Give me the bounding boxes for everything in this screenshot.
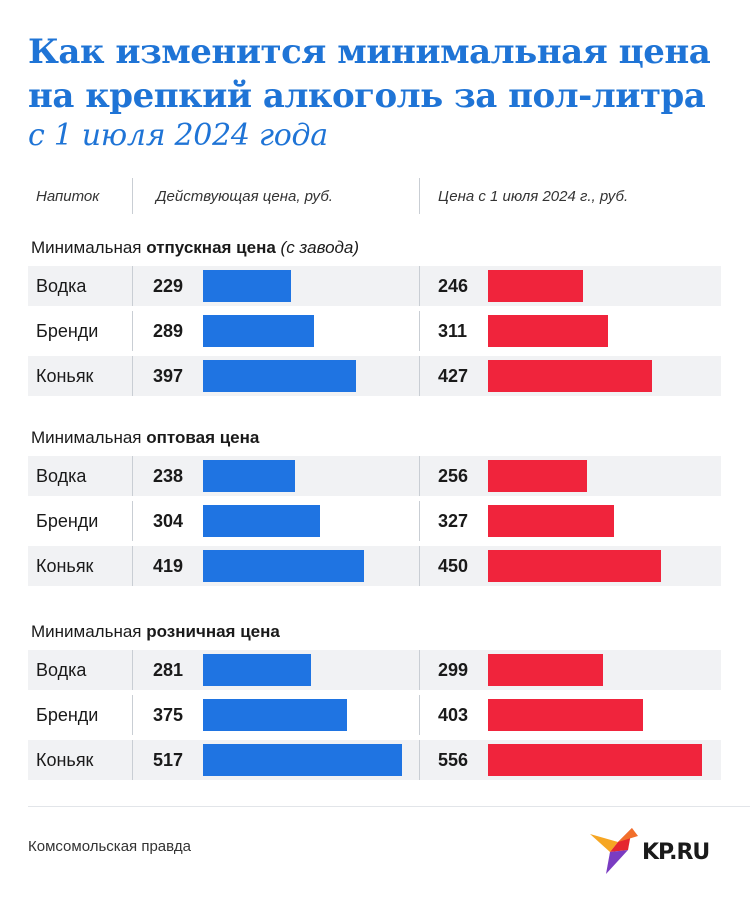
- current-price-value: 419: [153, 556, 184, 576]
- row-divider: [132, 456, 133, 496]
- chart-subtitle: с 1 июля 2024 года: [28, 118, 328, 153]
- section-label-bold: розничная цена: [146, 622, 280, 641]
- column-header-drink: Напиток: [36, 188, 100, 205]
- current-price-value: 281: [153, 660, 184, 680]
- current-price-bar: [203, 699, 347, 731]
- section-label: Минимальная отпускная цена (с завода): [31, 238, 359, 258]
- current-price-bar: [203, 550, 364, 582]
- table-row: Водка 238 256: [28, 456, 721, 496]
- new-price-value: 246: [438, 276, 469, 296]
- current-price-bar: [203, 315, 314, 347]
- row-divider: [419, 501, 420, 541]
- current-price-bar: [203, 744, 402, 776]
- table-row: Коньяк 397 427: [28, 356, 721, 396]
- new-price-bar: [488, 315, 608, 347]
- table-row: Бренди 304 327: [28, 501, 721, 541]
- drink-label: Бренди: [36, 705, 99, 725]
- section-label: Минимальная розничная цена: [31, 622, 280, 642]
- new-price-value: 427: [438, 366, 469, 386]
- row-divider: [132, 311, 133, 351]
- table-row: Коньяк 517 556: [28, 740, 721, 780]
- footer-divider: [28, 806, 750, 807]
- column-header-new: Цена с 1 июля 2024 г., руб.: [438, 188, 629, 205]
- current-price-value: 238: [153, 466, 184, 486]
- new-price-value: 450: [438, 556, 469, 576]
- table-row: Водка 229 246: [28, 266, 721, 306]
- current-price-value: 304: [153, 511, 184, 531]
- row-divider: [419, 740, 420, 780]
- row-divider: [419, 650, 420, 690]
- row-divider: [132, 695, 133, 735]
- section-label-prefix: Минимальная: [31, 622, 142, 641]
- row-divider: [419, 266, 420, 306]
- current-price-value: 517: [153, 750, 184, 770]
- section-label-prefix: Минимальная: [31, 428, 142, 447]
- drink-label: Коньяк: [36, 750, 94, 770]
- new-price-bar: [488, 360, 652, 392]
- row-divider: [419, 311, 420, 351]
- new-price-bar: [488, 550, 661, 582]
- column-divider: [419, 178, 420, 214]
- section-label-bold: отпускная цена: [146, 238, 276, 257]
- logo-text: KP.RU: [642, 840, 710, 865]
- new-price-bar: [488, 505, 614, 537]
- row-divider: [132, 546, 133, 586]
- current-price-value: 229: [153, 276, 184, 296]
- row-divider: [132, 356, 133, 396]
- new-price-value: 299: [438, 660, 469, 680]
- new-price-value: 327: [438, 511, 469, 531]
- current-price-value: 397: [153, 366, 184, 386]
- row-divider: [132, 740, 133, 780]
- new-price-bar: [488, 699, 643, 731]
- new-price-value: 403: [438, 705, 469, 725]
- new-price-bar: [488, 744, 702, 776]
- row-divider: [132, 501, 133, 541]
- table-row: Бренди 375 403: [28, 695, 721, 735]
- new-price-bar: [488, 654, 603, 686]
- current-price-bar: [203, 654, 311, 686]
- column-divider: [132, 178, 133, 214]
- drink-label: Водка: [36, 276, 87, 296]
- column-header-current: Действующая цена, руб.: [156, 188, 333, 205]
- row-divider: [419, 695, 420, 735]
- row-divider: [419, 456, 420, 496]
- row-divider: [419, 546, 420, 586]
- table-row: Водка 281 299: [28, 650, 721, 690]
- current-price-bar: [203, 505, 320, 537]
- drink-label: Бренди: [36, 321, 99, 341]
- new-price-value: 556: [438, 750, 469, 770]
- new-price-bar: [488, 460, 587, 492]
- current-price-bar: [203, 360, 356, 392]
- section-label-bold: оптовая цена: [146, 428, 260, 447]
- drink-label: Водка: [36, 466, 87, 486]
- row-divider: [132, 650, 133, 690]
- section-label-note: (с завода): [280, 238, 360, 257]
- row-divider: [419, 356, 420, 396]
- current-price-value: 375: [153, 705, 184, 725]
- new-price-value: 311: [438, 321, 468, 341]
- section-label-prefix: Минимальная: [31, 238, 142, 257]
- drink-label: Бренди: [36, 511, 99, 531]
- current-price-bar: [203, 270, 291, 302]
- table-row: Коньяк 419 450: [28, 546, 721, 586]
- kp-logo[interactable]: KP.RU: [588, 822, 728, 878]
- drink-label: Коньяк: [36, 556, 94, 576]
- current-price-value: 289: [153, 321, 184, 341]
- current-price-bar: [203, 460, 295, 492]
- bird-logo-icon: [590, 828, 638, 874]
- row-divider: [132, 266, 133, 306]
- drink-label: Водка: [36, 660, 87, 680]
- table-row: Бренди 289 311: [28, 311, 721, 351]
- section-label: Минимальная оптовая цена: [31, 428, 259, 448]
- new-price-bar: [488, 270, 583, 302]
- drink-label: Коньяк: [36, 366, 94, 386]
- source-label: Комсомольская правда: [28, 838, 192, 855]
- chart-title: Как изменится минимальная цена на крепки…: [28, 32, 711, 116]
- new-price-value: 256: [438, 466, 469, 486]
